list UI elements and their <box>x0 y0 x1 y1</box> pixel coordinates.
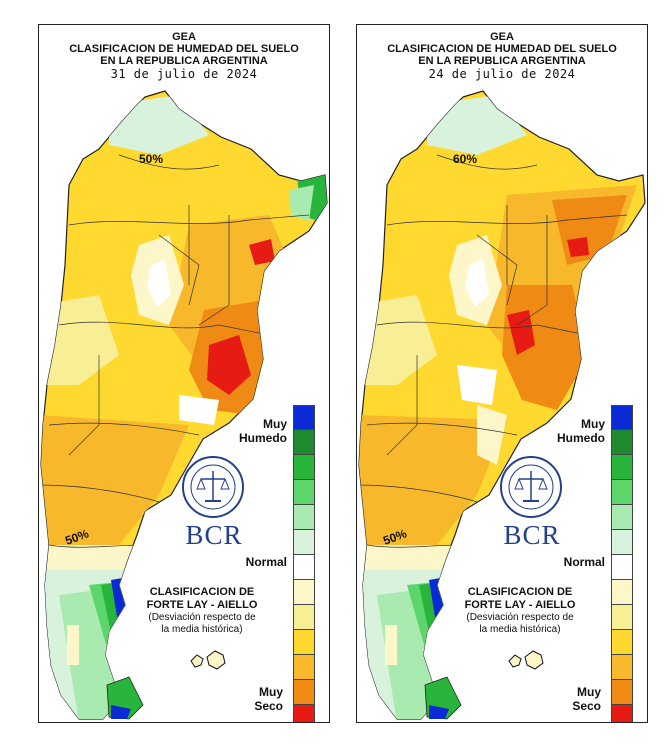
legend-swatch <box>611 605 633 630</box>
legend-swatch <box>611 405 633 430</box>
legend-swatch <box>611 655 633 680</box>
legend-swatch <box>293 705 315 722</box>
legend-label-wet: Muy Humedo <box>239 417 287 445</box>
contour-label-north: 50% <box>139 152 163 166</box>
legend-swatch <box>293 405 315 430</box>
legend-swatch <box>293 680 315 705</box>
legend-swatch <box>293 655 315 680</box>
legend-swatch <box>611 580 633 605</box>
contour-label-north: 60% <box>453 152 477 166</box>
legend-swatch <box>611 705 633 722</box>
legend-swatch <box>611 505 633 530</box>
map-panel-july-24: 60% 50% GEA CLASIFICACION DE HUMEDAD DEL… <box>356 24 648 723</box>
legend-swatch <box>611 530 633 555</box>
soil-moisture-map-july-31: 50% 50% <box>40 90 328 720</box>
soil-moisture-map-july-24: 60% 50% <box>358 90 646 720</box>
legend-swatch <box>611 630 633 655</box>
legend-swatch <box>293 480 315 505</box>
bolsa-comercio-rosario-seal-icon <box>500 456 562 518</box>
legend-swatch <box>293 580 315 605</box>
title-line-1: CLASIFICACION DE HUMEDAD DEL SUELO <box>69 43 299 55</box>
legend-label-dry: Muy Seco <box>254 685 283 713</box>
legend-swatch <box>293 455 315 480</box>
title-line-1: CLASIFICACION DE HUMEDAD DEL SUELO <box>387 43 617 55</box>
legend-swatch <box>611 680 633 705</box>
legend-swatch <box>293 505 315 530</box>
map-panel-july-31: 50% 50% GEA CLASIFICACION DE HUMEDAD DEL… <box>38 24 330 723</box>
org-name: GEA <box>172 31 196 43</box>
org-name: GEA <box>490 31 514 43</box>
brand-name: BCR <box>503 520 561 550</box>
legend-label-dry: Muy Seco <box>572 685 601 713</box>
title-line-2: EN LA REPUBLICA ARGENTINA <box>100 55 268 67</box>
malvinas-islands-icon <box>508 650 544 670</box>
legend-swatch <box>611 480 633 505</box>
panel-header: GEA CLASIFICACION DE HUMEDAD DEL SUELO E… <box>357 31 647 82</box>
legend-swatch <box>293 555 315 580</box>
panel-header: GEA CLASIFICACION DE HUMEDAD DEL SUELO E… <box>39 31 329 82</box>
legend-swatch <box>611 555 633 580</box>
legend-swatch <box>293 630 315 655</box>
map-date: 31 de julio de 2024 <box>110 67 258 81</box>
legend-label-wet: Muy Humedo <box>557 417 605 445</box>
legend-color-scale <box>293 405 315 722</box>
legend-swatch <box>611 455 633 480</box>
bolsa-comercio-rosario-seal-icon <box>182 456 244 518</box>
malvinas-islands-icon <box>190 650 226 670</box>
legend-swatch <box>293 530 315 555</box>
classification-caption: CLASIFICACION DE FORTE LAY - AIELLO (Des… <box>146 586 258 635</box>
legend-label-normal: Normal <box>245 555 287 569</box>
legend-color-scale <box>611 405 633 722</box>
map-date: 24 de julio de 2024 <box>428 67 576 81</box>
brand-name: BCR <box>185 520 243 550</box>
legend-swatch <box>293 430 315 455</box>
title-line-2: EN LA REPUBLICA ARGENTINA <box>418 55 586 67</box>
legend-swatch <box>611 430 633 455</box>
legend-swatch <box>293 605 315 630</box>
legend-label-normal: Normal <box>563 555 605 569</box>
classification-caption: CLASIFICACION DE FORTE LAY - AIELLO (Des… <box>464 586 576 635</box>
